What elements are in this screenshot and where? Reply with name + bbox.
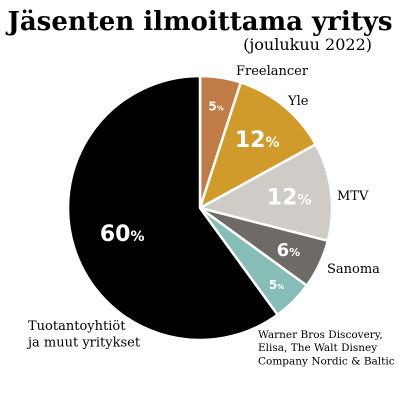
category-label-6: Tuotantoyhtiöt ja muut yritykset	[26, 319, 141, 350]
pie-slice-6	[66, 74, 279, 342]
pie-slice-3	[198, 143, 334, 243]
data-label-1: 5%	[208, 100, 223, 114]
pie-slices	[66, 74, 334, 342]
data-label-5: 5%	[269, 278, 284, 292]
category-label-1: Freelancer	[236, 64, 309, 79]
category-label-3: MTV	[337, 189, 369, 204]
value-labels: 5% 12% 12% 6% 5% 60%	[100, 100, 312, 292]
data-label-3: 12%	[267, 186, 312, 211]
data-label-4: 6%	[277, 240, 301, 261]
category-label-2: Yle	[287, 94, 309, 109]
pie-slice-2	[198, 81, 317, 210]
chart-subtitle: (joulukuu 2022)	[243, 35, 372, 54]
chart-title: Jäsenten ilmoittama yritys	[6, 7, 393, 37]
category-labels: Freelancer Yle MTV Sanoma Warner Bros Discov…	[26, 64, 395, 367]
category-label-5: Warner Bros Discovery, Elisa, The Walt Di…	[258, 329, 395, 367]
data-label-2: 12%	[235, 128, 280, 153]
data-label-6: 60%	[100, 222, 145, 247]
category-label-4: Sanoma	[327, 262, 380, 277]
